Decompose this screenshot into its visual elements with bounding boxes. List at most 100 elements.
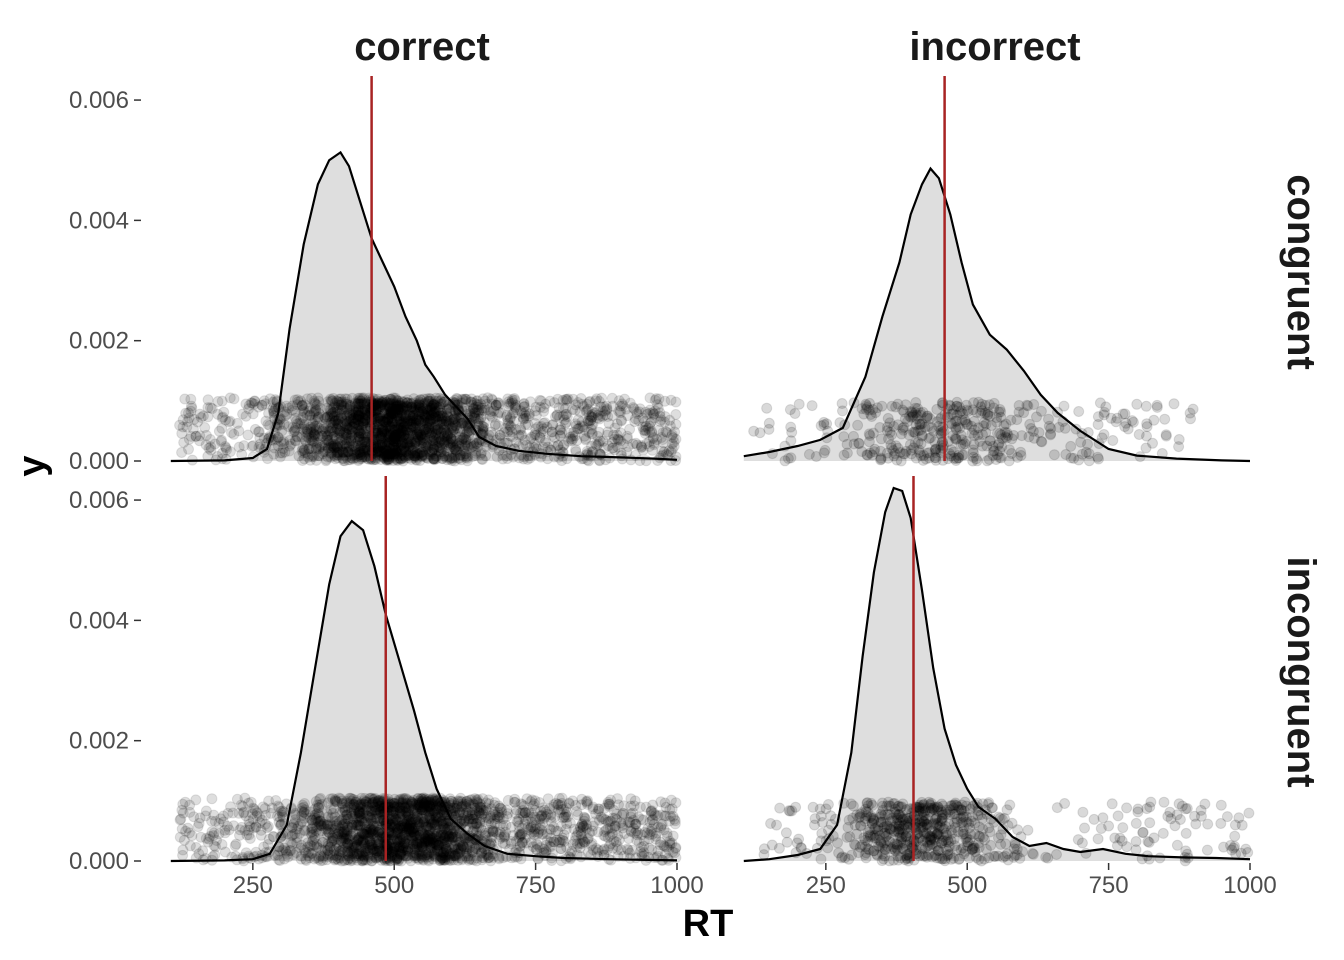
raw-point	[552, 440, 564, 452]
raw-point	[327, 440, 339, 452]
raw-point	[434, 446, 446, 458]
raw-point	[430, 406, 442, 418]
raw-point	[396, 416, 407, 428]
raw-point	[377, 451, 389, 463]
raw-point	[586, 409, 598, 420]
raw-point	[385, 407, 397, 419]
raw-point	[510, 424, 522, 435]
raw-point	[1048, 449, 1060, 461]
raw-point	[351, 398, 363, 410]
raw-point	[869, 443, 881, 455]
raw-point	[355, 398, 366, 410]
raw-point	[303, 432, 315, 444]
raw-point	[806, 400, 818, 412]
raw-point	[428, 453, 440, 465]
raw-point	[451, 439, 463, 451]
raw-point	[502, 417, 514, 429]
raw-point	[555, 843, 567, 855]
raw-point	[668, 436, 680, 448]
raw-point	[326, 394, 337, 406]
raw-point	[179, 796, 191, 808]
raw-point	[1092, 411, 1104, 423]
raw-point	[967, 444, 979, 456]
raw-point	[256, 399, 268, 411]
raw-point	[277, 443, 289, 455]
raw-point	[419, 409, 431, 420]
raw-point	[325, 422, 337, 434]
raw-point	[576, 420, 588, 432]
raw-point	[417, 408, 429, 420]
raw-point	[420, 411, 432, 423]
raw-point	[441, 454, 453, 466]
raw-point	[268, 448, 280, 460]
raw-point	[387, 424, 399, 436]
raw-point	[183, 433, 195, 445]
raw-point	[1184, 407, 1196, 419]
raw-point	[388, 433, 400, 445]
raw-point	[503, 398, 515, 410]
raw-point	[395, 446, 407, 458]
raw-point	[391, 408, 403, 420]
raw-point	[619, 393, 631, 405]
raw-point	[389, 399, 401, 410]
raw-point	[472, 401, 484, 413]
raw-point	[350, 407, 362, 419]
raw-point	[559, 418, 571, 430]
raw-point	[331, 423, 343, 435]
raw-point	[525, 431, 537, 443]
raw-point	[391, 429, 403, 441]
raw-point	[411, 449, 423, 461]
raw-point	[415, 429, 427, 441]
raw-point	[670, 433, 682, 445]
raw-point	[534, 432, 546, 444]
raw-point	[426, 445, 438, 456]
raw-point	[274, 447, 286, 459]
raw-point	[667, 830, 679, 842]
raw-point	[385, 429, 397, 441]
raw-point	[413, 407, 425, 418]
raw-point	[340, 415, 352, 427]
raw-point	[436, 442, 448, 454]
raw-point	[417, 449, 429, 461]
raw-point	[304, 402, 316, 414]
raw-point	[657, 434, 669, 445]
raw-point	[449, 416, 460, 428]
raw-point	[390, 450, 402, 462]
raw-point	[457, 417, 469, 429]
raw-point	[333, 396, 345, 408]
raw-point	[432, 402, 444, 414]
raw-point	[216, 412, 228, 424]
raw-point	[1111, 412, 1123, 424]
raw-point	[416, 431, 428, 443]
raw-point	[202, 402, 214, 414]
raw-point	[304, 409, 316, 421]
raw-point	[484, 408, 496, 420]
raw-point	[643, 833, 655, 845]
raw-point	[921, 412, 933, 424]
raw-point	[420, 428, 432, 440]
raw-point	[430, 429, 441, 441]
raw-point	[359, 431, 371, 443]
panels-layer	[170, 76, 1255, 867]
raw-point	[322, 411, 334, 423]
raw-point	[385, 429, 397, 441]
raw-point	[397, 453, 409, 464]
raw-point	[466, 441, 478, 453]
raw-point	[276, 807, 288, 819]
raw-point	[548, 440, 560, 452]
raw-point	[459, 393, 471, 405]
raw-point	[374, 423, 386, 435]
raw-point	[338, 408, 350, 420]
raw-point	[398, 429, 410, 441]
raw-point	[434, 392, 446, 404]
raw-point	[1060, 449, 1072, 460]
raw-point	[455, 454, 467, 466]
raw-point	[332, 438, 344, 449]
raw-point	[424, 439, 436, 451]
raw-point	[897, 424, 909, 436]
raw-point	[378, 451, 390, 463]
raw-point	[476, 453, 488, 465]
raw-point	[542, 441, 554, 453]
raw-point	[297, 411, 309, 423]
raw-point	[385, 393, 397, 405]
